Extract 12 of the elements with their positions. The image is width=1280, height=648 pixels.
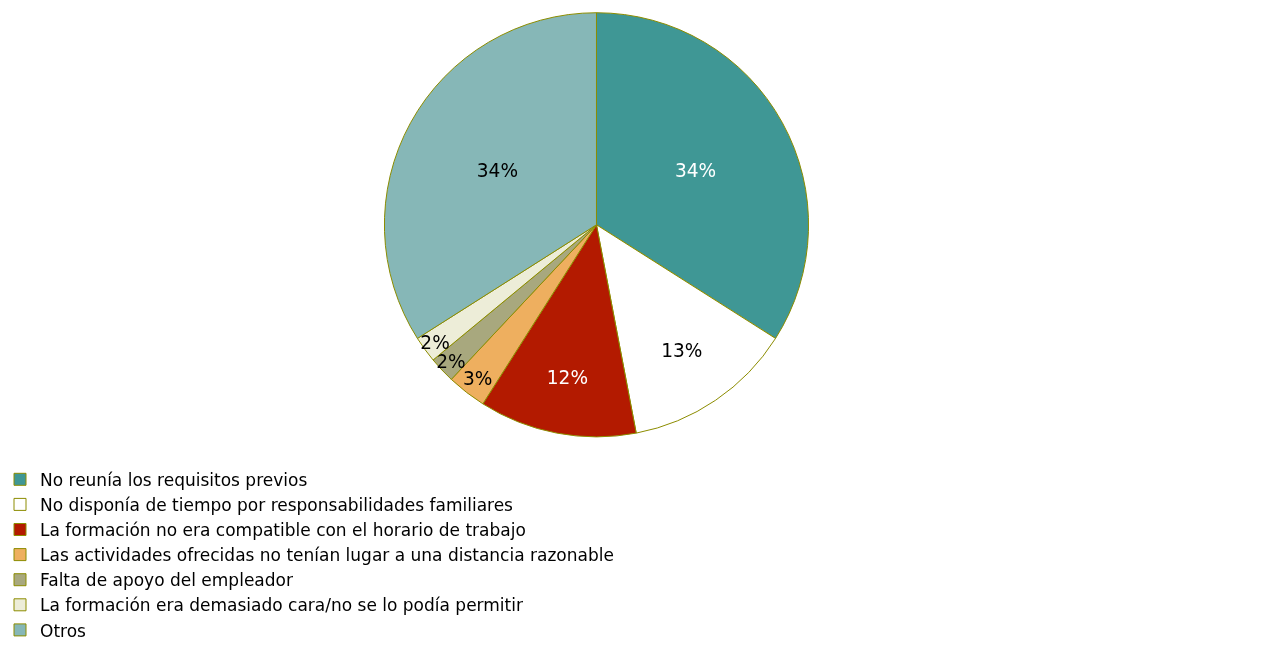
data-label: 34% (674, 160, 717, 182)
legend-label: Las actividades ofrecidas no tenían lugar a una distancia razonable (40, 545, 614, 566)
legend-label: La formación no era compatible con el horario de trabajo (40, 520, 526, 541)
data-label: 2% (420, 331, 450, 353)
legend-label: No reunía los requisitos previos (40, 469, 308, 490)
legend-label: Otros (40, 620, 87, 641)
legend-label: Falta de apoyo del empleador (40, 570, 293, 591)
data-label: 34% (476, 160, 519, 182)
data-label: 13% (661, 340, 703, 362)
data-label: 12% (546, 366, 589, 388)
legend-label: No disponía de tiempo por responsabilidades familiares (40, 495, 514, 516)
legend-label: La formación era demasiado cara/no se lo podía permitir (40, 595, 523, 616)
